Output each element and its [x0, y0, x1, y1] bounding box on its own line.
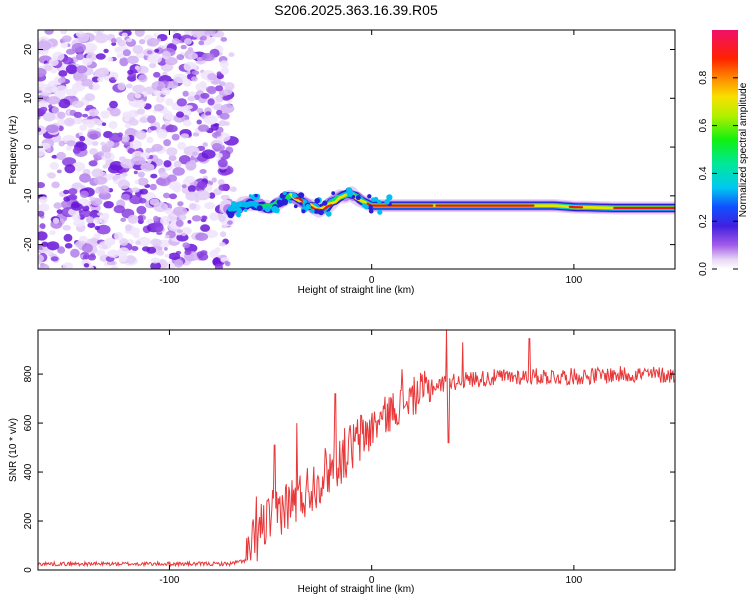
- ridge-blob: [293, 204, 298, 209]
- ridge-blob: [384, 199, 390, 205]
- spectrogram-frame: [37, 29, 676, 270]
- snr-ylabel: SNR (10 * v/v): [8, 418, 19, 482]
- y-tick-label: 10: [23, 92, 34, 104]
- y-tick-label: 200: [23, 512, 34, 529]
- ridge-blob: [377, 199, 382, 204]
- x-tick-label: -100: [159, 275, 179, 286]
- colorbar-tick-label: 0.0: [698, 262, 709, 276]
- ridge-blob: [367, 194, 372, 199]
- ridge-blob: [377, 209, 383, 215]
- ridge-blob: [310, 208, 315, 214]
- y-tick-label: 0: [23, 144, 34, 150]
- colorbar-ticks: 0.0 0.2 0.4 0.6 0.8: [698, 70, 738, 276]
- ridge-blob: [264, 206, 271, 213]
- ridge-blob: [318, 209, 324, 216]
- colorbar: 0.0 0.2 0.4 0.6 0.8 Normalized spectral ampl…: [698, 30, 749, 276]
- y-tick-label: 0: [23, 567, 34, 573]
- ridge-blob: [361, 203, 367, 209]
- colorbar-tick-label: 0.2: [698, 214, 709, 228]
- snr-content: [38, 330, 675, 568]
- ridge-blob: [355, 195, 361, 201]
- colorbar-label: Normalized spectral amplitude: [738, 82, 749, 217]
- ridge-blob: [299, 202, 303, 206]
- spectrogram-xlabel: Height of straight line (km): [298, 285, 415, 296]
- snr-ticks: -100 0 100 0 200 400 600 800: [23, 330, 675, 586]
- ridge-blob: [227, 211, 235, 219]
- y-tick-label: 800: [23, 365, 34, 382]
- ridge-blob: [302, 199, 307, 204]
- y-tick-label: -20: [23, 237, 34, 252]
- ridge: [219, 186, 675, 219]
- snr-series-line: [38, 330, 675, 568]
- colorbar-tick-label: 0.4: [698, 166, 709, 180]
- colorbar-tick-label: 0.6: [698, 118, 709, 132]
- ridge-blob: [236, 207, 243, 214]
- ridge-blob: [254, 193, 258, 198]
- ridge-blob: [367, 204, 373, 210]
- x-tick-label: -100: [159, 575, 179, 586]
- x-tick-label: 100: [566, 575, 583, 586]
- ridge-blob: [373, 196, 379, 202]
- ridge-blob: [305, 204, 311, 210]
- ridge-blob: [236, 212, 241, 218]
- ridge-blob: [314, 198, 321, 204]
- noise-cloud: [38, 30, 239, 269]
- figure-title: S206.2025.363.16.39.R05: [274, 2, 438, 18]
- ridge-core: [568, 205, 584, 209]
- ridge-blob: [243, 208, 248, 212]
- x-tick-label: 0: [369, 575, 375, 586]
- ridge-blob: [288, 200, 292, 204]
- ridge-blob: [282, 191, 287, 196]
- ridge-blob: [322, 200, 328, 206]
- snr-frame: [37, 329, 676, 571]
- ridge-blob: [346, 187, 353, 194]
- ridge-blob: [301, 209, 306, 214]
- y-tick-label: 400: [23, 463, 34, 480]
- ridge-blob: [326, 211, 332, 217]
- spectrogram-content: [38, 30, 675, 269]
- ridge-blob: [298, 192, 305, 199]
- ridge-blob: [331, 191, 336, 196]
- ridge-blob: [368, 208, 374, 214]
- colorbar-gradient: [712, 30, 738, 269]
- ridge-core: [366, 202, 434, 207]
- ridge-blob: [276, 199, 283, 206]
- ridge-blob: [274, 207, 280, 214]
- x-tick-label: 0: [369, 275, 375, 286]
- snr-xlabel: Height of straight line (km): [298, 584, 415, 595]
- ridge-blob: [386, 194, 393, 201]
- x-tick-label: 100: [566, 275, 583, 286]
- ridge-blob: [291, 192, 298, 199]
- ridge-blob: [351, 194, 356, 199]
- spectrogram-ylabel: Frequency (Hz): [8, 116, 19, 185]
- y-tick-label: -10: [23, 188, 34, 203]
- ridge-core: [293, 196, 333, 212]
- ridge-blob: [256, 205, 263, 212]
- ridge-blob: [281, 198, 289, 206]
- y-tick-label: 20: [23, 44, 34, 56]
- y-tick-label: 600: [23, 414, 34, 431]
- ridge-blob: [231, 201, 237, 207]
- ridge-blob: [238, 201, 243, 206]
- ridge-blob: [248, 194, 252, 198]
- snr-panel: -100 0 100 0 200 400 600 800 Height of straight…: [8, 329, 676, 595]
- colorbar-tick-label: 0.8: [698, 70, 709, 84]
- ridge-blob: [313, 208, 319, 214]
